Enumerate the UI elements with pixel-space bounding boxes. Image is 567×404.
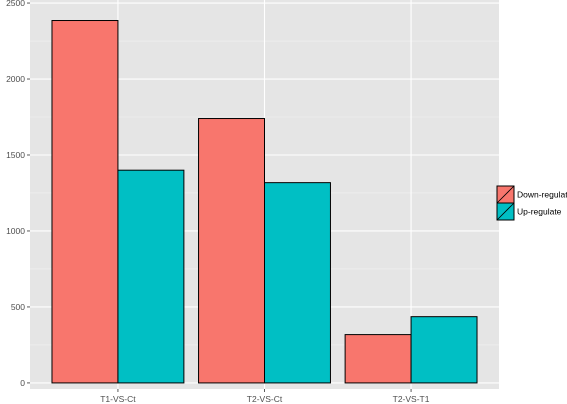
bar-up-T2-VS-Ct — [264, 182, 331, 384]
y-tick-label: 0 — [20, 378, 25, 388]
bar-up-T2-VS-T1 — [410, 316, 478, 384]
legend-label-down: Down-regulate — [517, 190, 567, 200]
bars — [51, 20, 478, 384]
bar-up-T1-VS-Ct — [117, 169, 185, 384]
x-axis: T1-VS-Ct T2-VS-Ct T2-VS-T1 — [100, 389, 430, 404]
bar-down-T2-VS-Ct — [198, 118, 265, 384]
legend-label-up: Up-regulate — [517, 207, 562, 217]
y-tick-label: 2000 — [6, 74, 25, 84]
x-tick-label: T2-VS-Ct — [247, 394, 283, 404]
x-tick-label: T2-VS-T1 — [393, 394, 430, 404]
y-axis: 0 500 1000 1500 2000 2500 — [6, 0, 30, 388]
legend: Down-regulate Up-regulate — [496, 185, 567, 221]
x-tick-label: T1-VS-Ct — [100, 394, 136, 404]
bar-down-T2-VS-T1 — [344, 334, 412, 384]
bar-down-T1-VS-Ct — [51, 20, 119, 384]
y-tick-label: 1000 — [6, 226, 25, 236]
y-tick-label: 2500 — [6, 0, 25, 8]
legend-key-slash — [496, 185, 515, 204]
y-tick-label: 500 — [11, 302, 25, 312]
legend-key-slash — [496, 202, 515, 221]
y-tick-label: 1500 — [6, 150, 25, 160]
